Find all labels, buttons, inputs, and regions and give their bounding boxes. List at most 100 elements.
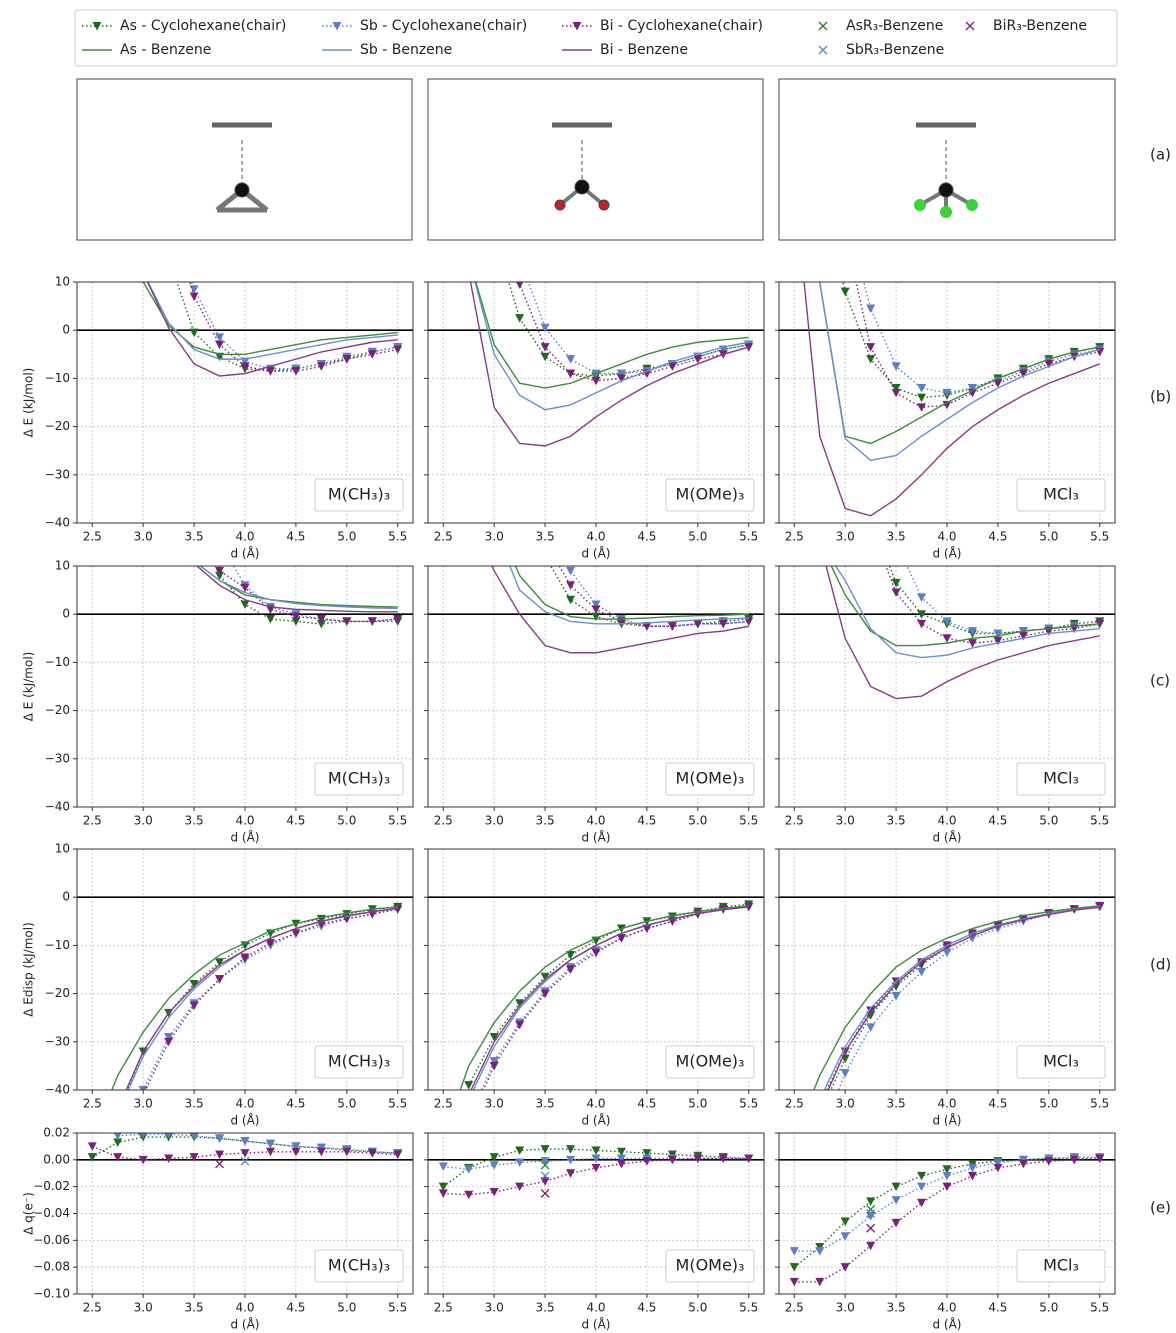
- page: {"legend": [ {"name": "As - Cyclohexane(…: [0, 0, 1176, 1333]
- x-axis-label: d (Å): [932, 1113, 961, 1128]
- y-tick-label: 0: [62, 607, 70, 621]
- x-tick-label: 5.5: [739, 814, 758, 828]
- x-tick-label: 5.5: [739, 530, 758, 544]
- y-tick-label: 10: [55, 559, 70, 573]
- x-tick-label: 4.5: [988, 814, 1007, 828]
- x-axis-label: d (Å): [932, 546, 961, 561]
- row-label: (b): [1150, 388, 1171, 406]
- y-tick-label: 0.02: [43, 1126, 70, 1140]
- x-tick-label: 4.5: [988, 1097, 1007, 1111]
- row-label: (c): [1150, 672, 1170, 690]
- x-tick-label: 3.0: [134, 1097, 153, 1111]
- chart: 2.53.03.54.04.55.05.5d (Å)M(OMe)₃: [424, 1133, 764, 1332]
- x-tick-label: 5.0: [337, 814, 356, 828]
- x-tick-label: 3.0: [485, 1097, 504, 1111]
- x-tick-label: 2.5: [785, 1097, 804, 1111]
- y-tick-label: −10: [45, 938, 70, 952]
- x-tick-label: 4.5: [286, 1301, 305, 1315]
- x-tick-label: 4.0: [586, 530, 605, 544]
- x-axis-label: d (Å): [230, 546, 259, 561]
- panel-label: M(CH₃)₃: [328, 1256, 390, 1275]
- panel-label: M(OMe)₃: [676, 485, 745, 504]
- x-tick-label: 4.5: [637, 1097, 656, 1111]
- x-tick-label: 5.0: [1039, 1097, 1058, 1111]
- legend-label: Sb - Benzene: [360, 42, 452, 58]
- x-tick-label: 2.5: [434, 1097, 453, 1111]
- y-tick-label: −20: [45, 703, 70, 717]
- point: [215, 538, 224, 547]
- legend-label: Sb - Cyclohexane(chair): [360, 18, 527, 34]
- y-tick-label: 0.00: [43, 1152, 70, 1166]
- legend-label: SbR₃-Benzene: [846, 42, 944, 58]
- x-tick-label: 3.0: [836, 530, 855, 544]
- x-tick-label: 3.0: [485, 1301, 504, 1315]
- y-tick-label: 0: [62, 323, 70, 337]
- row-label: (a): [1150, 146, 1171, 164]
- x-tick-label: 3.5: [887, 1301, 906, 1315]
- x-axis-label: d (Å): [581, 1317, 610, 1332]
- x-tick-label: 4.5: [637, 530, 656, 544]
- x-tick-label: 5.0: [688, 814, 707, 828]
- x-axis-label: d (Å): [581, 830, 610, 845]
- y-axis-label: Δ E (kJ/mol): [22, 368, 36, 438]
- point: [464, 1120, 473, 1129]
- x-tick-label: 5.5: [388, 1097, 407, 1111]
- x-axis-label: d (Å): [230, 1317, 259, 1332]
- panel-label: M(OMe)₃: [676, 1256, 745, 1275]
- y-tick-label: −10: [45, 371, 70, 385]
- point: [464, 1115, 473, 1124]
- y-tick-label: −30: [45, 467, 70, 481]
- x-tick-label: 4.0: [235, 1301, 254, 1315]
- panel-label: M(CH₃)₃: [328, 485, 390, 504]
- x-tick-label: 3.5: [185, 530, 204, 544]
- x-tick-label: 2.5: [434, 1301, 453, 1315]
- x-tick-label: 4.0: [586, 1097, 605, 1111]
- x-tick-label: 4.0: [937, 530, 956, 544]
- x-tick-label: 3.5: [536, 814, 555, 828]
- x-tick-label: 3.5: [185, 1301, 204, 1315]
- y-tick-label: −0.02: [33, 1179, 70, 1193]
- x-tick-label: 3.5: [887, 530, 906, 544]
- y-axis-label: Δ E (kJ/mol): [22, 652, 36, 722]
- row-label: (d): [1150, 956, 1171, 974]
- legend-label: Bi - Cyclohexane(chair): [600, 18, 763, 34]
- x-axis-label: d (Å): [230, 830, 259, 845]
- panel-label: M(OMe)₃: [676, 1052, 745, 1071]
- legend-label: BiR₃-Benzene: [993, 18, 1087, 34]
- x-tick-label: 5.0: [688, 530, 707, 544]
- chart: 2.53.03.54.04.55.05.5d (Å)M(OMe)₃: [424, 849, 764, 1177]
- x-tick-label: 3.5: [536, 1301, 555, 1315]
- x-tick-label: 5.0: [1039, 1301, 1058, 1315]
- x-tick-label: 5.0: [688, 1301, 707, 1315]
- x-axis-label: d (Å): [230, 1113, 259, 1128]
- x-tick-label: 5.0: [1039, 814, 1058, 828]
- x-tick-label: 2.5: [785, 530, 804, 544]
- x-tick-label: 3.0: [836, 814, 855, 828]
- molecule-panels: [77, 79, 1115, 240]
- x-tick-label: 2.5: [785, 814, 804, 828]
- x-tick-label: 5.5: [388, 814, 407, 828]
- x-tick-label: 3.0: [134, 530, 153, 544]
- point: [541, 552, 550, 561]
- x-tick-label: 5.5: [1090, 1301, 1109, 1315]
- x-tick-label: 5.5: [388, 530, 407, 544]
- panel-label: M(CH₃)₃: [328, 769, 390, 788]
- legend-label: AsR₃-Benzene: [846, 18, 943, 34]
- molecule-box: [77, 79, 412, 240]
- x-tick-label: 5.0: [337, 1301, 356, 1315]
- x-tick-label: 2.5: [434, 814, 453, 828]
- x-tick-label: 2.5: [83, 1301, 102, 1315]
- chart: 2.53.03.54.04.55.05.5d (Å)MCl₃: [775, 1133, 1115, 1332]
- x-tick-label: 4.5: [988, 530, 1007, 544]
- chart: 2.53.03.54.04.55.05.5d (Å)M(OMe)₃: [424, 514, 764, 845]
- y-tick-label: −40: [45, 516, 70, 530]
- x-tick-label: 2.5: [83, 530, 102, 544]
- x-axis-label: d (Å): [932, 830, 961, 845]
- x-tick-label: 3.0: [836, 1301, 855, 1315]
- x-tick-label: 2.5: [434, 530, 453, 544]
- y-tick-label: −30: [45, 1034, 70, 1048]
- x-tick-label: 4.5: [286, 814, 305, 828]
- point: [113, 1110, 122, 1119]
